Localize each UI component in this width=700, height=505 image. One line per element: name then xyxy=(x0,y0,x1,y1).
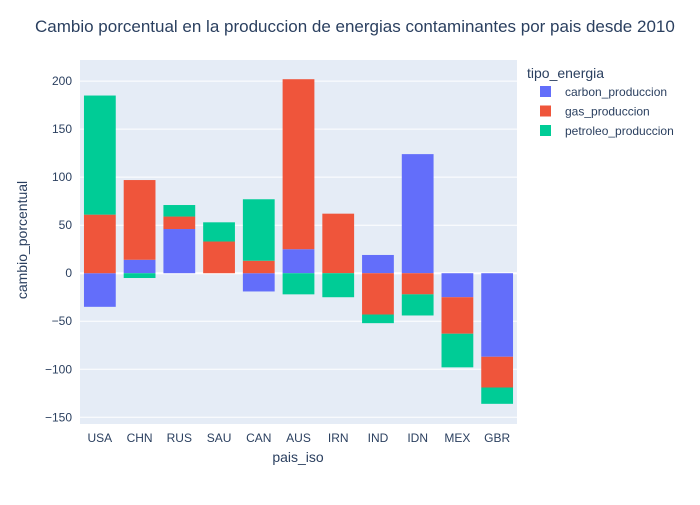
y-tick-label: 150 xyxy=(52,122,72,136)
bar-gas_produccion-MEX[interactable] xyxy=(441,297,474,334)
legend-label-petroleo_produccion[interactable]: petroleo_produccion xyxy=(565,124,674,138)
bars[interactable] xyxy=(83,79,514,404)
bar-petroleo_produccion-MEX[interactable] xyxy=(441,333,474,368)
y-axis-ticks: 200 150 100 50 0 −50 −100 −150 xyxy=(45,74,72,424)
bar-petroleo_produccion-RUS[interactable] xyxy=(163,205,196,217)
bar-gas_produccion-IND[interactable] xyxy=(362,273,394,315)
bar-carbon_produccion-IDN[interactable] xyxy=(401,154,434,274)
bar-petroleo_produccion-AUS[interactable] xyxy=(282,273,315,295)
bar-carbon_produccion-IND[interactable] xyxy=(362,254,394,274)
y-tick-label: 100 xyxy=(52,170,72,184)
x-tick-label: MEX xyxy=(444,431,470,445)
x-tick-label: USA xyxy=(88,431,113,445)
bar-carbon_produccion-CAN[interactable] xyxy=(242,273,275,292)
bar-gas_produccion-CHN[interactable] xyxy=(123,180,156,260)
legend-label-gas_produccion[interactable]: gas_produccion xyxy=(565,105,650,119)
legend-label-carbon_produccion[interactable]: carbon_produccion xyxy=(565,85,667,99)
y-tick-label: −50 xyxy=(52,314,73,328)
bar-carbon_produccion-GBR[interactable] xyxy=(481,273,514,357)
bar-petroleo_produccion-IDN[interactable] xyxy=(401,294,434,316)
x-tick-label: IRN xyxy=(328,431,349,445)
bar-gas_produccion-SAU[interactable] xyxy=(203,241,235,274)
bar-gas_produccion-CAN[interactable] xyxy=(242,260,275,274)
y-tick-label: −100 xyxy=(45,362,72,376)
x-tick-label: IDN xyxy=(407,431,428,445)
bar-carbon_produccion-USA[interactable] xyxy=(83,273,116,307)
bar-gas_produccion-RUS[interactable] xyxy=(163,216,196,230)
bar-petroleo_produccion-CAN[interactable] xyxy=(242,199,275,261)
y-tick-label: 200 xyxy=(52,74,72,88)
legend-title: tipo_energia xyxy=(527,65,604,81)
bar-petroleo_produccion-GBR[interactable] xyxy=(481,387,514,404)
x-axis-title: pais_iso xyxy=(272,449,324,465)
bar-petroleo_produccion-IRN[interactable] xyxy=(322,273,355,298)
bar-carbon_produccion-RUS[interactable] xyxy=(163,229,196,274)
legend-swatch-gas_produccion[interactable] xyxy=(540,105,551,117)
bar-gas_produccion-IRN[interactable] xyxy=(322,213,355,274)
bar-gas_produccion-AUS[interactable] xyxy=(282,79,315,250)
bar-petroleo_produccion-IND[interactable] xyxy=(362,314,394,324)
y-tick-label: −150 xyxy=(45,410,72,424)
x-tick-label: CAN xyxy=(246,431,271,445)
legend-swatch-carbon_produccion[interactable] xyxy=(540,86,551,97)
y-tick-label: 50 xyxy=(59,218,73,232)
x-tick-label: IND xyxy=(368,431,389,445)
legend-swatch-petroleo_produccion[interactable] xyxy=(540,125,551,136)
bar-carbon_produccion-MEX[interactable] xyxy=(441,273,474,298)
x-tick-label: AUS xyxy=(286,431,311,445)
bar-petroleo_produccion-SAU[interactable] xyxy=(203,222,235,242)
y-axis-title: cambio_porcentual xyxy=(14,181,30,299)
bar-petroleo_produccion-CHN[interactable] xyxy=(123,273,156,279)
bar-petroleo_produccion-USA[interactable] xyxy=(83,95,116,215)
y-tick-label: 0 xyxy=(65,266,72,280)
x-tick-label: SAU xyxy=(207,431,232,445)
x-tick-label: RUS xyxy=(167,431,192,445)
chart-title: Cambio porcentual en la produccion de en… xyxy=(35,17,675,36)
legend[interactable]: tipo_energia carbon_produccion gas_produc… xyxy=(527,65,674,138)
bar-gas_produccion-GBR[interactable] xyxy=(481,356,514,388)
x-tick-label: GBR xyxy=(484,431,510,445)
bar-gas_produccion-USA[interactable] xyxy=(83,214,116,274)
bar-gas_produccion-IDN[interactable] xyxy=(401,273,434,295)
x-tick-label: CHN xyxy=(127,431,153,445)
bar-carbon_produccion-CHN[interactable] xyxy=(123,259,156,274)
x-axis-ticks: USA CHN RUS SAU CAN AUS IRN IND IDN MEX GBR xyxy=(88,431,511,445)
bar-carbon_produccion-AUS[interactable] xyxy=(282,249,315,274)
